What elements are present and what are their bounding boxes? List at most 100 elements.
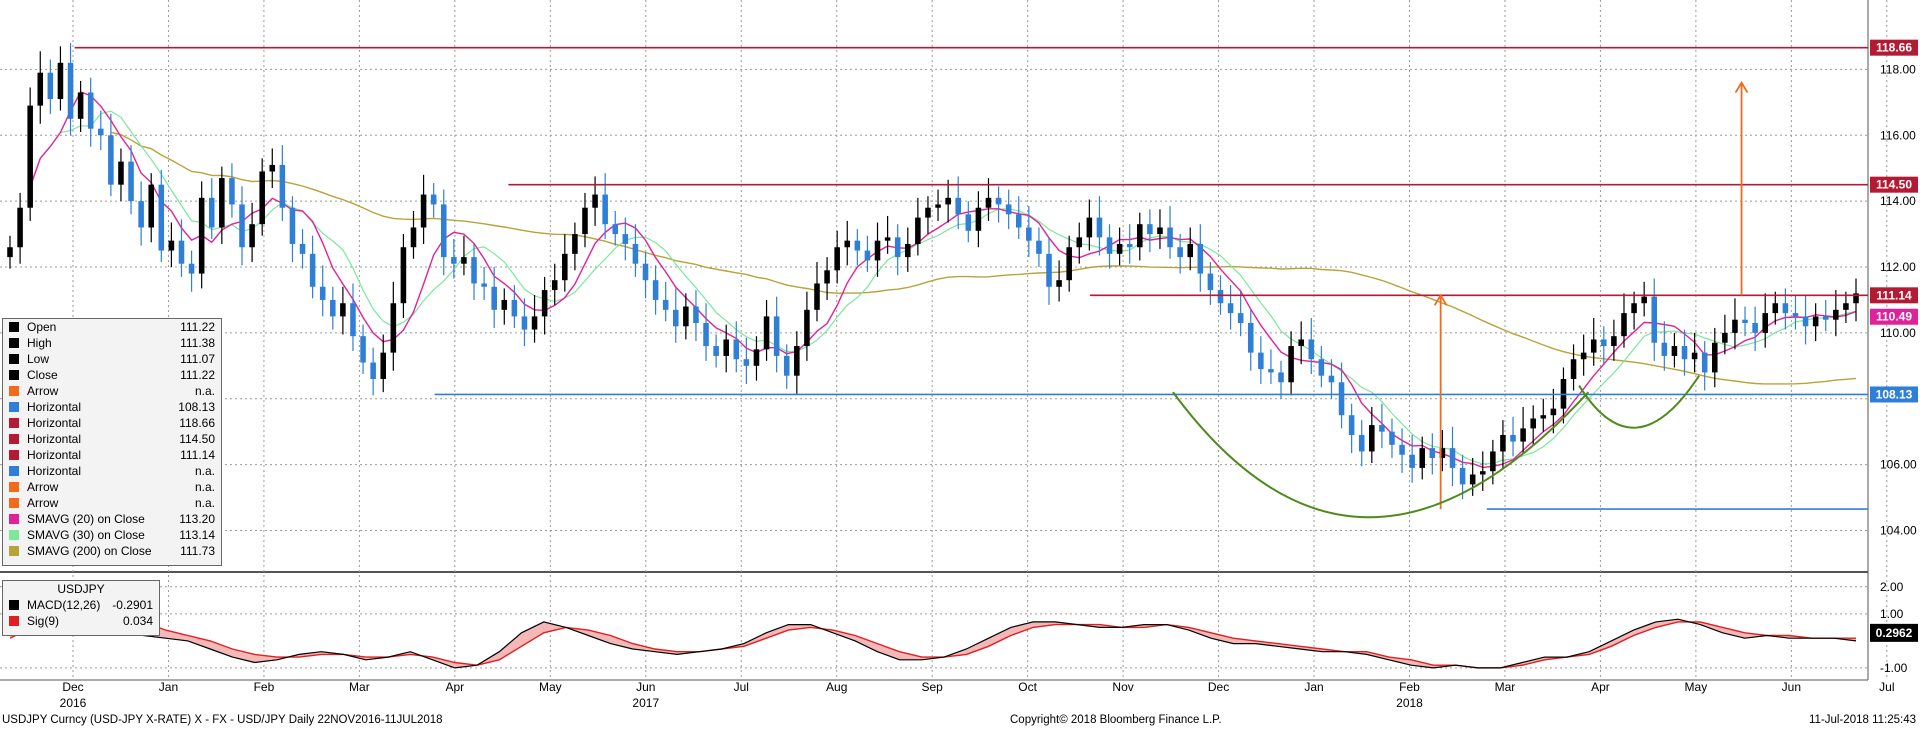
footer: USDJPY Curncy (USD-JPY X-RATE) X - FX - …	[0, 712, 1920, 730]
candle-body	[1056, 280, 1062, 287]
candle-body	[1116, 243, 1123, 254]
legend-row: Low 111.07	[3, 351, 221, 367]
price-tag-label: 110.49	[1876, 310, 1912, 324]
legend-row: Horizontal n.a.	[3, 463, 221, 479]
candle-body	[1540, 415, 1547, 419]
candle-body	[1520, 428, 1526, 442]
candle-body	[1530, 418, 1536, 429]
candle-body	[1510, 434, 1516, 442]
macd-legend-title: USDJPY	[57, 582, 105, 596]
candle-body	[1237, 313, 1244, 323]
legend-row: Horizontal 108.13	[3, 399, 221, 415]
candle-body	[1580, 352, 1587, 360]
price-tag-box	[1870, 287, 1918, 304]
candle-body	[925, 207, 931, 218]
candle-body	[1308, 339, 1315, 360]
candle-body	[1701, 352, 1708, 373]
month-tick-label: Jan	[1304, 680, 1323, 694]
candle-body	[67, 62, 74, 119]
candle-body	[541, 290, 548, 317]
candle-body	[1096, 217, 1103, 238]
macd-swatch	[9, 600, 19, 610]
candle-body	[1066, 247, 1072, 281]
candle-body	[592, 194, 598, 208]
candle-body	[390, 303, 397, 353]
candle-body	[693, 306, 699, 323]
candle-body	[1278, 372, 1284, 383]
candle-body	[1792, 313, 1799, 317]
legend-row: SMAVG (20) on Close 113.20	[3, 511, 221, 527]
candle-body	[1490, 451, 1496, 472]
candle-body	[622, 234, 629, 244]
candle-body	[471, 257, 477, 284]
candle-body	[1137, 224, 1143, 248]
legend-row: Close 111.22	[3, 367, 221, 383]
candle-body	[148, 184, 155, 228]
candle-body	[1379, 425, 1385, 432]
candle-body	[440, 204, 447, 258]
legend-swatch	[9, 546, 19, 556]
macd-label: MACD(12,26)	[27, 598, 101, 612]
candle-body	[1268, 369, 1274, 373]
candle-body	[935, 204, 941, 208]
candle-body	[834, 247, 840, 271]
candle-body	[1782, 303, 1789, 314]
candle-body	[945, 197, 951, 205]
legend-swatch	[9, 514, 19, 524]
candle-body	[1621, 313, 1627, 337]
sma20-line	[29, 91, 1857, 469]
legend-swatch	[9, 482, 19, 492]
candle-body	[733, 339, 740, 360]
candle-body	[380, 352, 387, 379]
legend-row: Arrow n.a.	[3, 495, 221, 511]
candle-body	[1369, 425, 1375, 452]
legend-swatch	[9, 450, 19, 460]
legend-row: Horizontal 118.66	[3, 415, 221, 431]
candle-body	[602, 194, 608, 225]
candle-body	[1681, 346, 1688, 360]
legend-label: Arrow	[27, 496, 59, 510]
candle-body	[1500, 434, 1506, 452]
legend-swatch	[9, 370, 19, 380]
candle-body	[108, 135, 114, 185]
candle-body	[864, 250, 871, 261]
price-tag-label: 114.50	[1876, 178, 1912, 192]
legend-label: High	[27, 336, 52, 350]
candle-body	[1076, 237, 1083, 248]
handle-pattern-curve	[1578, 375, 1700, 429]
candle-body	[1389, 431, 1395, 445]
candle-body	[763, 316, 770, 350]
arrow-head	[1734, 80, 1749, 94]
legend-label: Close	[27, 368, 58, 382]
candle-body	[1479, 471, 1486, 475]
candle-body	[1227, 303, 1234, 314]
month-tick-label: Feb	[254, 680, 275, 694]
legend-value: 114.50	[179, 432, 215, 446]
legend-row: Arrow n.a.	[3, 479, 221, 495]
candle-body	[491, 286, 497, 310]
candle-body	[461, 257, 467, 264]
candle-body	[451, 257, 457, 264]
candle-body	[27, 105, 33, 208]
month-tick-label: Oct	[1018, 680, 1037, 694]
candle-body	[208, 197, 215, 228]
legend-value: 111.73	[180, 544, 215, 558]
candle-body	[1590, 339, 1597, 353]
legend-label: SMAVG (200) on Close	[27, 544, 152, 558]
candle-body	[955, 197, 961, 215]
candle-body	[1843, 303, 1849, 310]
candle-body	[1419, 448, 1426, 468]
price-tick-label: 118.00	[1880, 62, 1916, 76]
macd-legend-row: MACD(12,26) -0.2901	[3, 597, 159, 613]
legend-value: 108.13	[178, 400, 215, 414]
candle-body	[1177, 247, 1183, 258]
candle-body	[723, 339, 729, 356]
candle-body	[894, 237, 901, 258]
price-tag-label: 118.66	[1876, 41, 1912, 55]
price-tick-label: 114.00	[1880, 194, 1916, 208]
candle-body	[703, 322, 709, 347]
candle-body	[249, 224, 255, 248]
price-tick-label: 112.00	[1880, 260, 1916, 274]
month-tick-label: Mar	[1495, 680, 1516, 694]
signal-legend-row: Sig(9) 0.034	[3, 613, 159, 629]
